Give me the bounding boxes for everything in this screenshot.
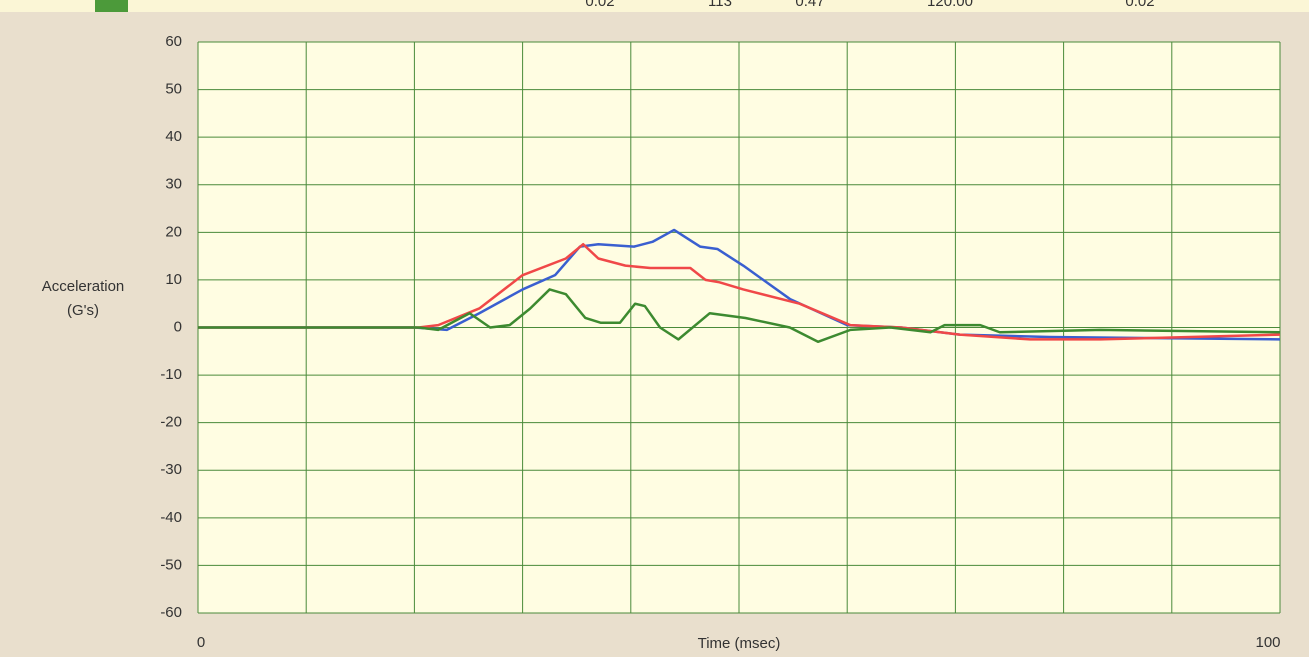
y-tick-label: -40 [160, 509, 182, 526]
header-value: 120.00 [927, 0, 973, 10]
y-tick-label: -30 [160, 461, 182, 478]
header-value: 0.02 [1125, 0, 1154, 10]
y-tick-label: 0 [174, 318, 182, 335]
y-tick-label: -10 [160, 366, 182, 383]
y-tick-label: 40 [165, 128, 182, 145]
y-tick-label: -20 [160, 414, 182, 431]
series-line [198, 288, 1281, 344]
legend-swatch [95, 0, 128, 12]
x-axis-label: Time (msec) [698, 635, 781, 652]
header-value: 0.02 [585, 0, 614, 10]
y-tick-label: 30 [165, 176, 182, 193]
y-tick-label: 20 [165, 223, 182, 240]
series-line [198, 242, 1281, 341]
y-axis-label: (G's) [67, 302, 99, 319]
y-tick-label: -50 [160, 556, 182, 573]
y-axis-label: Acceleration [42, 278, 125, 295]
y-tick-label: 60 [165, 33, 182, 50]
header-value: 113 [708, 0, 732, 10]
header-value: 0.47 [795, 0, 824, 10]
x-tick-label: 0 [197, 634, 205, 651]
y-tick-label: 10 [165, 271, 182, 288]
header-strip [0, 0, 1309, 12]
y-tick-label: 50 [165, 81, 182, 98]
x-tick-label: 100 [1255, 634, 1280, 651]
y-tick-label: -60 [160, 604, 182, 621]
